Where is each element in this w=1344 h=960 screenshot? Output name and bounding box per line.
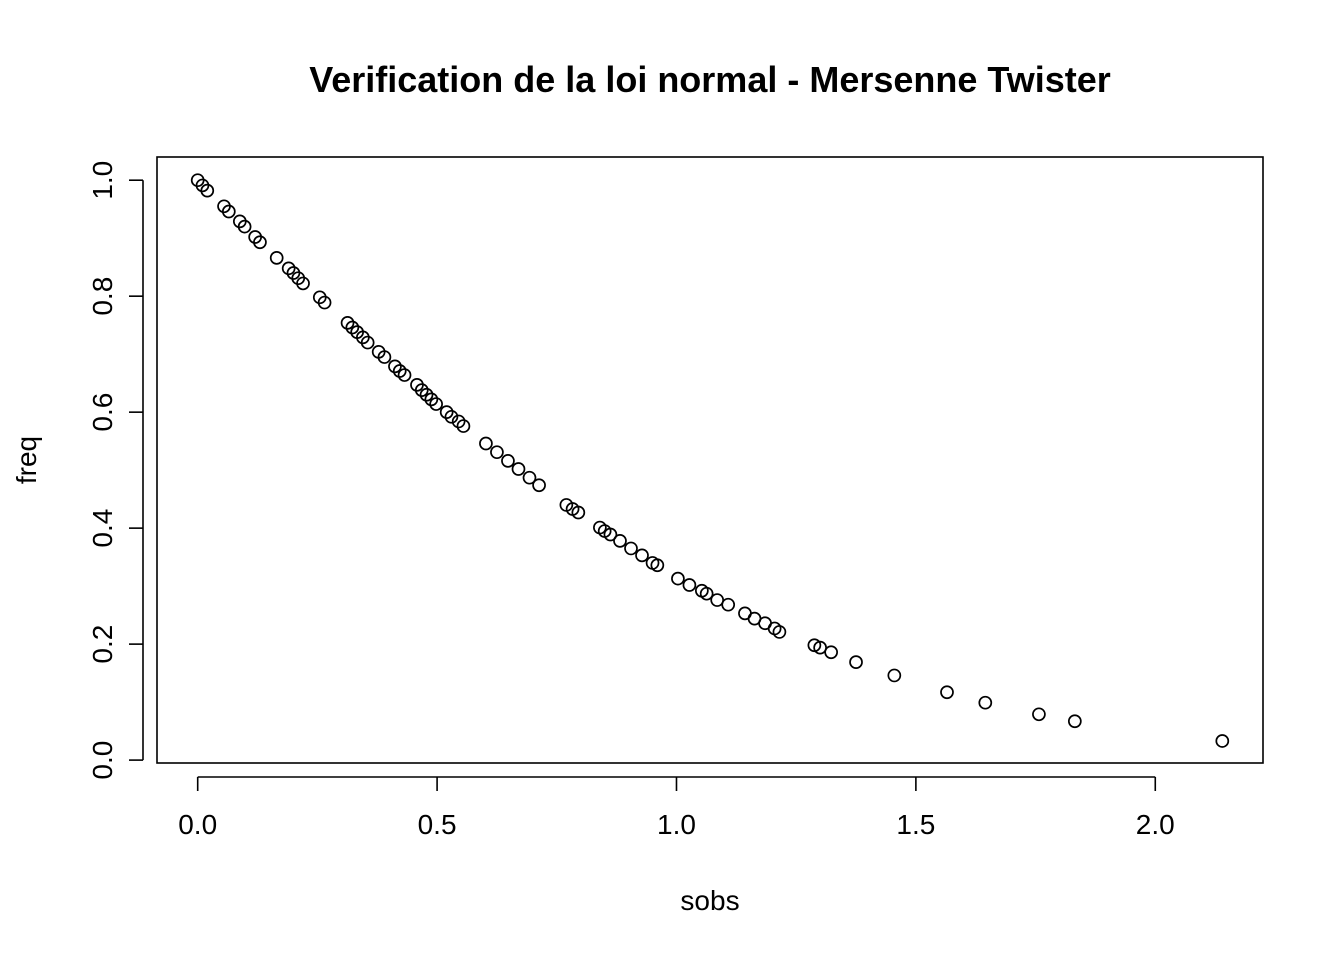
data-point <box>360 335 375 350</box>
data-point <box>721 597 736 612</box>
y-axis-title: freq <box>11 436 42 484</box>
data-point <box>1215 734 1230 748</box>
data-point <box>269 251 284 265</box>
data-point <box>281 261 296 276</box>
y-tick-label: 1.0 <box>87 161 118 200</box>
data-point <box>253 235 267 250</box>
data-point <box>635 548 649 563</box>
data-point <box>419 387 434 402</box>
data-point <box>451 414 466 429</box>
x-tick-label: 2.0 <box>1136 809 1175 840</box>
data-point <box>200 183 215 198</box>
data-point <box>1067 714 1082 729</box>
data-point <box>511 462 526 476</box>
y-tick-label: 0.8 <box>87 277 118 316</box>
data-point <box>345 320 360 335</box>
data-point <box>522 470 537 485</box>
data-point <box>501 454 515 468</box>
data-point <box>571 505 586 520</box>
data-point <box>613 534 627 548</box>
data-point <box>699 586 714 601</box>
x-tick-label: 0.0 <box>178 809 217 840</box>
data-point <box>424 392 439 407</box>
y-axis: 0.0 0.2 0.4 0.6 0.8 1.0 <box>87 161 144 780</box>
data-point <box>414 383 429 397</box>
x-tick-label: 0.5 <box>418 809 457 840</box>
data-point <box>340 316 355 330</box>
data-point <box>388 359 402 374</box>
data-point <box>296 276 310 291</box>
y-tick-label: 0.6 <box>87 393 118 432</box>
x-axis: 0.0 0.5 1.0 1.5 2.0 <box>178 776 1175 840</box>
y-tick-label: 0.4 <box>87 509 118 548</box>
data-point <box>1032 707 1046 722</box>
data-point <box>532 478 546 493</box>
data-point <box>978 695 993 710</box>
data-point <box>439 405 454 420</box>
data-point <box>479 436 493 451</box>
data-point <box>444 409 459 424</box>
x-axis-title: sobs <box>680 885 739 916</box>
x-tick-label: 1.0 <box>657 809 696 840</box>
data-points <box>190 173 1230 748</box>
data-point <box>671 571 685 586</box>
data-point <box>221 204 236 219</box>
plot-frame <box>156 156 1264 764</box>
data-point <box>603 527 618 542</box>
data-point <box>824 645 838 660</box>
data-point <box>429 397 443 411</box>
data-point <box>490 445 504 460</box>
data-point <box>237 219 252 234</box>
data-point <box>940 685 954 700</box>
data-point <box>682 578 697 592</box>
data-point <box>624 541 638 556</box>
y-tick-label: 0.2 <box>87 625 118 664</box>
data-point <box>456 419 471 433</box>
chart-title: Verification de la loi normal - Mersenne… <box>309 59 1111 100</box>
data-point <box>377 350 392 364</box>
data-point <box>397 368 412 382</box>
y-tick-label: 0.0 <box>87 741 118 780</box>
data-point <box>772 625 787 639</box>
data-point <box>887 668 902 683</box>
x-tick-label: 1.5 <box>896 809 935 840</box>
data-point <box>317 295 332 310</box>
data-point <box>849 655 863 669</box>
data-point <box>650 558 665 573</box>
